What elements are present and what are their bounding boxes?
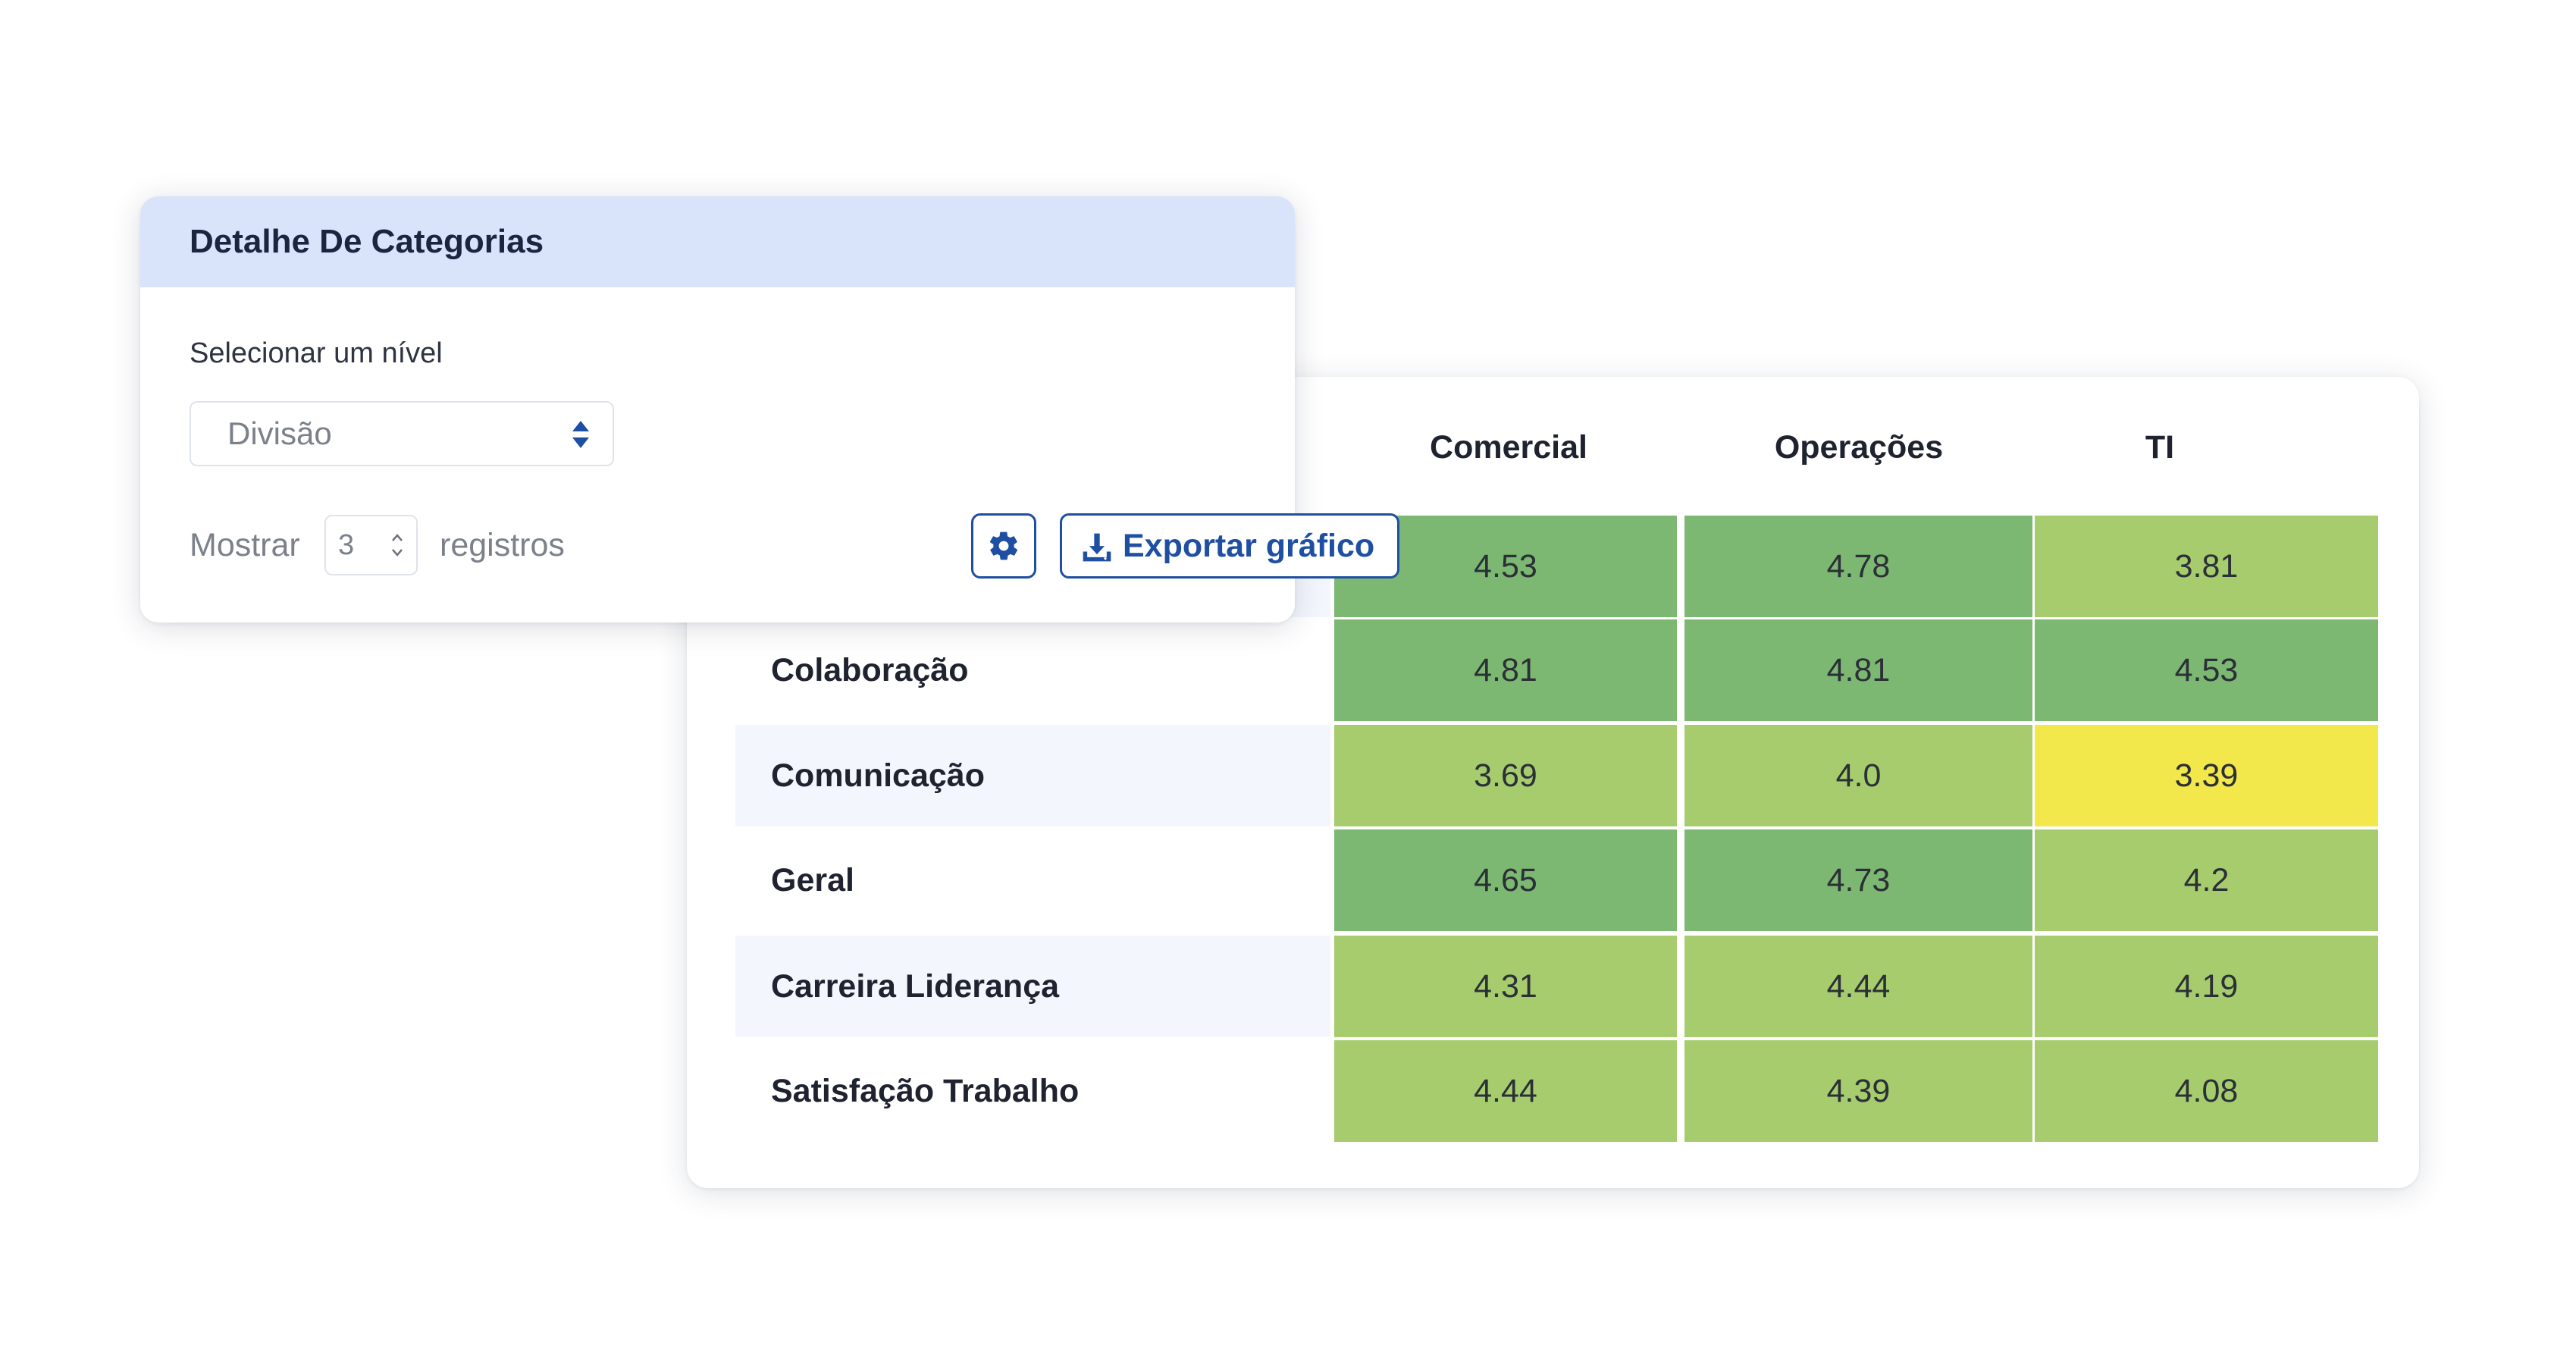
heatmap-cell: 3.81 <box>2035 516 2378 617</box>
heatmap-cell: 4.81 <box>1684 619 2032 721</box>
row-label-carreira-lideranca: Carreira Liderança <box>771 968 1060 1005</box>
heatmap-cell: 4.44 <box>1684 936 2032 1037</box>
heatmap-cell: 4.53 <box>2035 619 2378 721</box>
heatmap-cell: 4.44 <box>1334 1040 1677 1142</box>
heatmap-cell: 4.39 <box>1684 1040 2032 1142</box>
export-chart-button[interactable]: Exportar gráfico <box>1060 513 1399 579</box>
export-chart-label: Exportar gráfico <box>1123 528 1375 564</box>
settings-button[interactable] <box>971 513 1036 579</box>
select-arrows-icon <box>572 421 589 448</box>
level-label: Selecionar um nível <box>190 337 443 369</box>
panel-title: Detalhe De Categorias <box>190 223 544 260</box>
gear-icon <box>989 531 1018 560</box>
heatmap-cell: 3.39 <box>2035 725 2378 826</box>
heatmap-cell: 4.81 <box>1334 619 1677 721</box>
row-label-comunicacao: Comunicação <box>771 757 985 794</box>
column-header-operacoes: Operações <box>1774 429 1944 466</box>
heatmap-cell: 4.31 <box>1334 936 1677 1037</box>
level-select[interactable]: Divisão <box>190 401 614 466</box>
heatmap-cell: 4.65 <box>1334 829 1677 931</box>
row-background <box>735 936 1330 1037</box>
heatmap-cell: 4.78 <box>1684 516 2032 617</box>
panel-content: Selecionar um nível Divisão Mostrar 3 re… <box>140 196 1399 622</box>
download-icon <box>1083 533 1111 562</box>
stepper-arrows-icon[interactable] <box>390 530 404 560</box>
records-label: registros <box>440 527 565 563</box>
heatmap-cell: 4.2 <box>2035 829 2378 931</box>
heatmap-cell: 4.73 <box>1684 829 2032 931</box>
row-background <box>735 725 1330 826</box>
heatmap-cell: 4.19 <box>2035 936 2378 1037</box>
heatmap-cell: 3.69 <box>1334 725 1677 826</box>
records-count-input[interactable]: 3 <box>324 515 418 575</box>
panel-header: Detalhe De Categorias <box>140 196 1295 287</box>
heatmap-cell: 4.08 <box>2035 1040 2378 1142</box>
column-header-comercial: Comercial <box>1430 429 1587 466</box>
show-label: Mostrar <box>190 527 300 563</box>
column-header-ti: TI <box>2145 429 2175 466</box>
row-label-colaboracao: Colaboração <box>771 652 969 688</box>
row-label-geral: Geral <box>771 862 854 898</box>
level-select-value: Divisão <box>227 415 332 451</box>
heatmap-cell: 4.0 <box>1684 725 2032 826</box>
row-label-satisfacao-trabalho: Satisfação Trabalho <box>771 1073 1080 1109</box>
records-count-value: 3 <box>338 529 355 561</box>
